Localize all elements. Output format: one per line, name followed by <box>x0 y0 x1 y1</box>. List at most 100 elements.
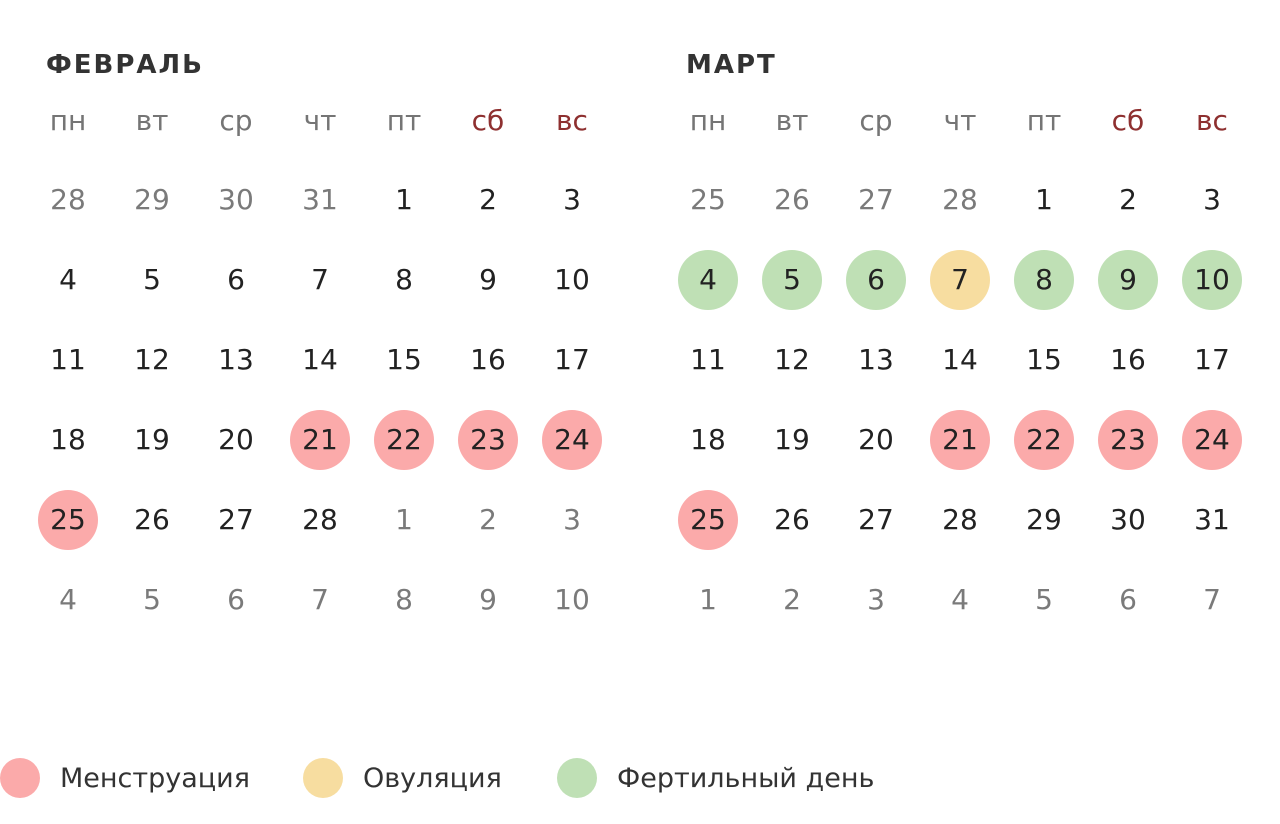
month-title: ФЕВРАЛЬ <box>46 50 204 80</box>
day-cell[interactable]: 1 <box>362 170 446 230</box>
day-cell[interactable]: 14 <box>918 330 1002 390</box>
day-cell[interactable]: 26 <box>750 490 834 550</box>
day-cell[interactable]: 13 <box>834 330 918 390</box>
menstruation-marker <box>542 410 602 470</box>
day-cell[interactable]: 25 <box>26 490 110 550</box>
day-cell[interactable]: 11 <box>26 330 110 390</box>
day-cell[interactable]: 19 <box>110 410 194 470</box>
day-cell[interactable]: 30 <box>1086 490 1170 550</box>
day-cell[interactable]: 15 <box>362 330 446 390</box>
day-cell-adjacent-month[interactable]: 1 <box>666 570 750 630</box>
day-number: 4 <box>59 583 77 616</box>
day-cell-adjacent-month[interactable]: 26 <box>750 170 834 230</box>
day-number: 2 <box>479 183 497 216</box>
day-cell[interactable]: 1 <box>1002 170 1086 230</box>
day-cell-adjacent-month[interactable]: 5 <box>1002 570 1086 630</box>
day-cell-adjacent-month[interactable]: 4 <box>26 570 110 630</box>
day-number: 5 <box>783 263 801 296</box>
day-cell[interactable]: 28 <box>278 490 362 550</box>
day-cell-adjacent-month[interactable]: 5 <box>110 570 194 630</box>
day-cell[interactable]: 2 <box>446 170 530 230</box>
day-cell[interactable]: 17 <box>1170 330 1254 390</box>
day-cell[interactable]: 6 <box>194 250 278 310</box>
day-cell[interactable]: 24 <box>1170 410 1254 470</box>
day-number: 1 <box>699 583 717 616</box>
day-cell-adjacent-month[interactable]: 7 <box>1170 570 1254 630</box>
day-cell[interactable]: 6 <box>834 250 918 310</box>
day-cell[interactable]: 8 <box>1002 250 1086 310</box>
day-cell-adjacent-month[interactable]: 3 <box>530 490 614 550</box>
day-cell[interactable]: 9 <box>1086 250 1170 310</box>
day-cell[interactable]: 3 <box>530 170 614 230</box>
day-cell[interactable]: 18 <box>26 410 110 470</box>
day-cell-adjacent-month[interactable]: 25 <box>666 170 750 230</box>
day-cell-adjacent-month[interactable]: 4 <box>918 570 1002 630</box>
day-cell[interactable]: 2 <box>1086 170 1170 230</box>
day-cell-adjacent-month[interactable]: 9 <box>446 570 530 630</box>
day-cell[interactable]: 17 <box>530 330 614 390</box>
day-cell-adjacent-month[interactable]: 28 <box>918 170 1002 230</box>
day-cell[interactable]: 22 <box>1002 410 1086 470</box>
day-cell[interactable]: 7 <box>278 250 362 310</box>
day-number: 9 <box>1119 263 1137 296</box>
day-cell-adjacent-month[interactable]: 30 <box>194 170 278 230</box>
day-cell[interactable]: 4 <box>666 250 750 310</box>
day-cell[interactable]: 29 <box>1002 490 1086 550</box>
day-cell-adjacent-month[interactable]: 29 <box>110 170 194 230</box>
day-cell-adjacent-month[interactable]: 2 <box>750 570 834 630</box>
day-cell-adjacent-month[interactable]: 2 <box>446 490 530 550</box>
day-cell[interactable]: 20 <box>194 410 278 470</box>
day-cell-adjacent-month[interactable]: 27 <box>834 170 918 230</box>
day-cell[interactable]: 21 <box>278 410 362 470</box>
day-cell[interactable]: 28 <box>918 490 1002 550</box>
day-cell-adjacent-month[interactable]: 6 <box>1086 570 1170 630</box>
day-cell[interactable]: 3 <box>1170 170 1254 230</box>
day-cell[interactable]: 21 <box>918 410 1002 470</box>
day-cell[interactable]: 20 <box>834 410 918 470</box>
day-cell-adjacent-month[interactable]: 10 <box>530 570 614 630</box>
day-cell[interactable]: 26 <box>110 490 194 550</box>
day-cell[interactable]: 13 <box>194 330 278 390</box>
day-cell[interactable]: 16 <box>446 330 530 390</box>
day-cell[interactable]: 8 <box>362 250 446 310</box>
day-cell[interactable]: 12 <box>110 330 194 390</box>
day-cell[interactable]: 19 <box>750 410 834 470</box>
day-cell[interactable]: 10 <box>530 250 614 310</box>
day-cell-adjacent-month[interactable]: 31 <box>278 170 362 230</box>
day-cell[interactable]: 25 <box>666 490 750 550</box>
fertile-marker <box>762 250 822 310</box>
day-cell[interactable]: 5 <box>750 250 834 310</box>
day-number: 10 <box>554 263 590 296</box>
day-cell[interactable]: 23 <box>446 410 530 470</box>
day-cell-adjacent-month[interactable]: 3 <box>834 570 918 630</box>
day-cell[interactable]: 27 <box>194 490 278 550</box>
menstruation-marker <box>38 490 98 550</box>
day-number: 8 <box>1035 263 1053 296</box>
day-cell[interactable]: 11 <box>666 330 750 390</box>
day-cell-adjacent-month[interactable]: 7 <box>278 570 362 630</box>
day-cell[interactable]: 14 <box>278 330 362 390</box>
day-cell[interactable]: 10 <box>1170 250 1254 310</box>
day-number: 3 <box>1203 183 1221 216</box>
day-cell[interactable]: 15 <box>1002 330 1086 390</box>
day-cell[interactable]: 18 <box>666 410 750 470</box>
day-cell[interactable]: 16 <box>1086 330 1170 390</box>
day-cell[interactable]: 9 <box>446 250 530 310</box>
day-cell-adjacent-month[interactable]: 1 <box>362 490 446 550</box>
day-cell[interactable]: 22 <box>362 410 446 470</box>
day-cell-adjacent-month[interactable]: 28 <box>26 170 110 230</box>
day-cell[interactable]: 7 <box>918 250 1002 310</box>
day-cell-adjacent-month[interactable]: 6 <box>194 570 278 630</box>
day-cell[interactable]: 31 <box>1170 490 1254 550</box>
day-number: 15 <box>1026 343 1062 376</box>
day-cell[interactable]: 5 <box>110 250 194 310</box>
day-number: 6 <box>227 583 245 616</box>
day-cell[interactable]: 24 <box>530 410 614 470</box>
day-cell[interactable]: 27 <box>834 490 918 550</box>
day-cell[interactable]: 12 <box>750 330 834 390</box>
day-number: 13 <box>858 343 894 376</box>
menstruation-marker <box>930 410 990 470</box>
day-cell[interactable]: 4 <box>26 250 110 310</box>
day-cell[interactable]: 23 <box>1086 410 1170 470</box>
day-cell-adjacent-month[interactable]: 8 <box>362 570 446 630</box>
